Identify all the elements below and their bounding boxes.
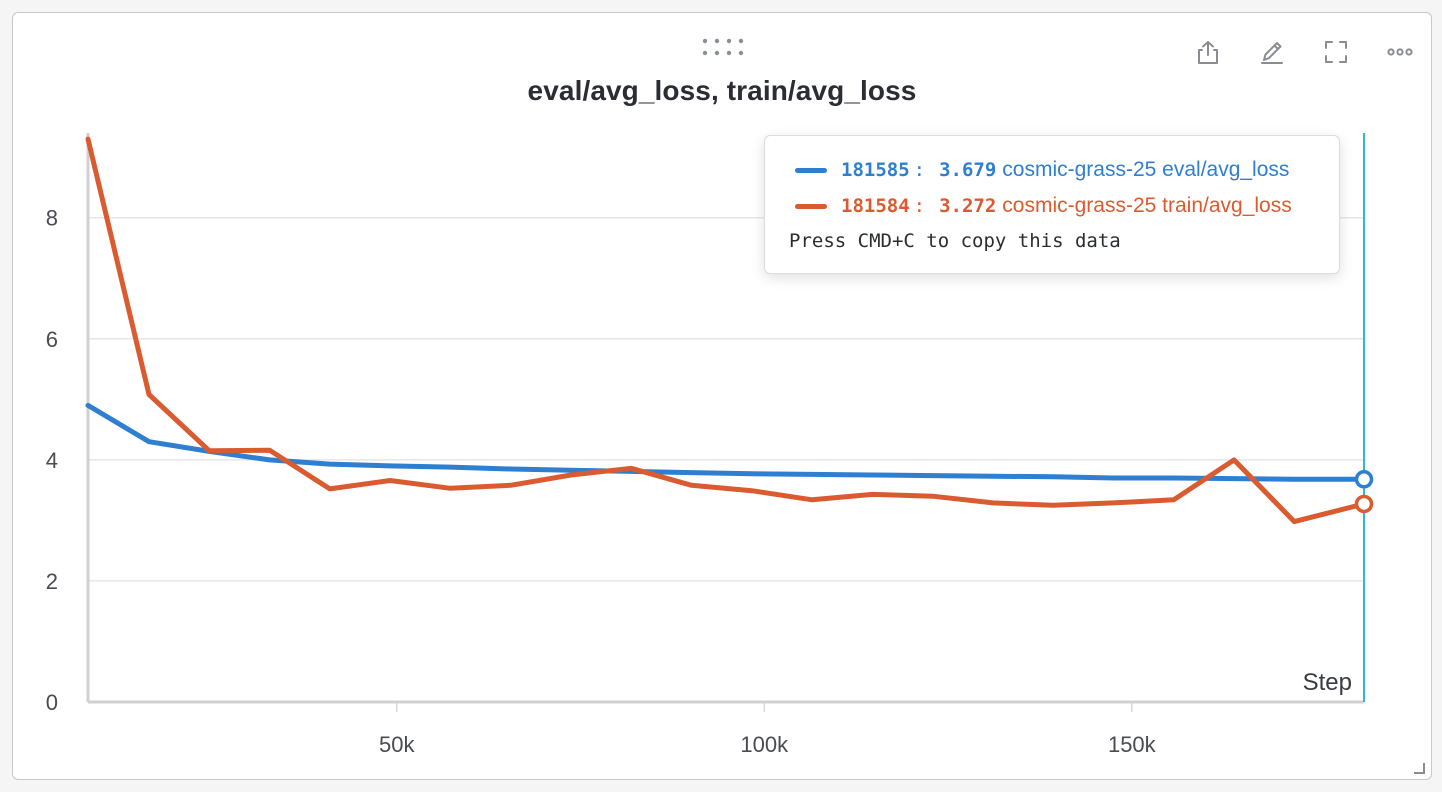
- x-axis-label: Step: [1303, 669, 1352, 696]
- tooltip-step: 181584: [841, 195, 910, 217]
- y-tick-label: 2: [46, 569, 58, 594]
- chart-title: eval/avg_loss, train/avg_loss: [527, 75, 917, 106]
- tooltip-row-eval: 181585 : 3.679 cosmic-grass-25 eval/avg_…: [795, 158, 1289, 182]
- tooltip-series-name: cosmic-grass-25 eval/avg_loss: [1002, 158, 1290, 181]
- panel-toolbar: [1191, 35, 1417, 69]
- y-tick-label: 6: [46, 327, 58, 352]
- tooltip-row-train: 181584 : 3.272 cosmic-grass-25 train/avg…: [795, 194, 1292, 218]
- resize-icon[interactable]: [1413, 761, 1425, 774]
- tooltip-step: 181585: [841, 159, 910, 181]
- more-button[interactable]: [1383, 35, 1417, 69]
- x-tick-label: 50k: [379, 732, 415, 757]
- x-tick-label: 100k: [740, 732, 789, 757]
- share-button[interactable]: [1191, 35, 1225, 69]
- more-icon: [1387, 48, 1413, 56]
- y-tick-label: 8: [46, 206, 58, 231]
- series-line-eval: [85, 402, 1367, 482]
- drag-handle-icon[interactable]: [701, 37, 749, 57]
- tooltip-hint: Press CMD+C to copy this data: [789, 230, 1121, 252]
- tooltip-swatch-train: [795, 203, 827, 209]
- fullscreen-icon: [1325, 41, 1347, 63]
- hover-point-eval: [1354, 470, 1374, 489]
- tooltip-value: 3.679: [939, 159, 997, 181]
- edit-icon: [1261, 42, 1283, 64]
- x-tick-label: 150k: [1108, 732, 1157, 757]
- series-line-train: [85, 136, 1367, 525]
- hover-tooltip: 181585 : 3.679 cosmic-grass-25 eval/avg_…: [764, 135, 1340, 274]
- hover-point-train: [1354, 494, 1374, 514]
- edit-button[interactable]: [1255, 35, 1289, 69]
- fullscreen-button[interactable]: [1319, 35, 1353, 69]
- share-icon: [1198, 41, 1218, 64]
- y-tick-label: 0: [46, 690, 58, 715]
- tooltip-series-name: cosmic-grass-25 train/avg_loss: [1002, 194, 1292, 217]
- tooltip-swatch-eval: [795, 167, 827, 173]
- y-tick-label: 4: [46, 448, 58, 473]
- tooltip-value: 3.272: [939, 195, 997, 217]
